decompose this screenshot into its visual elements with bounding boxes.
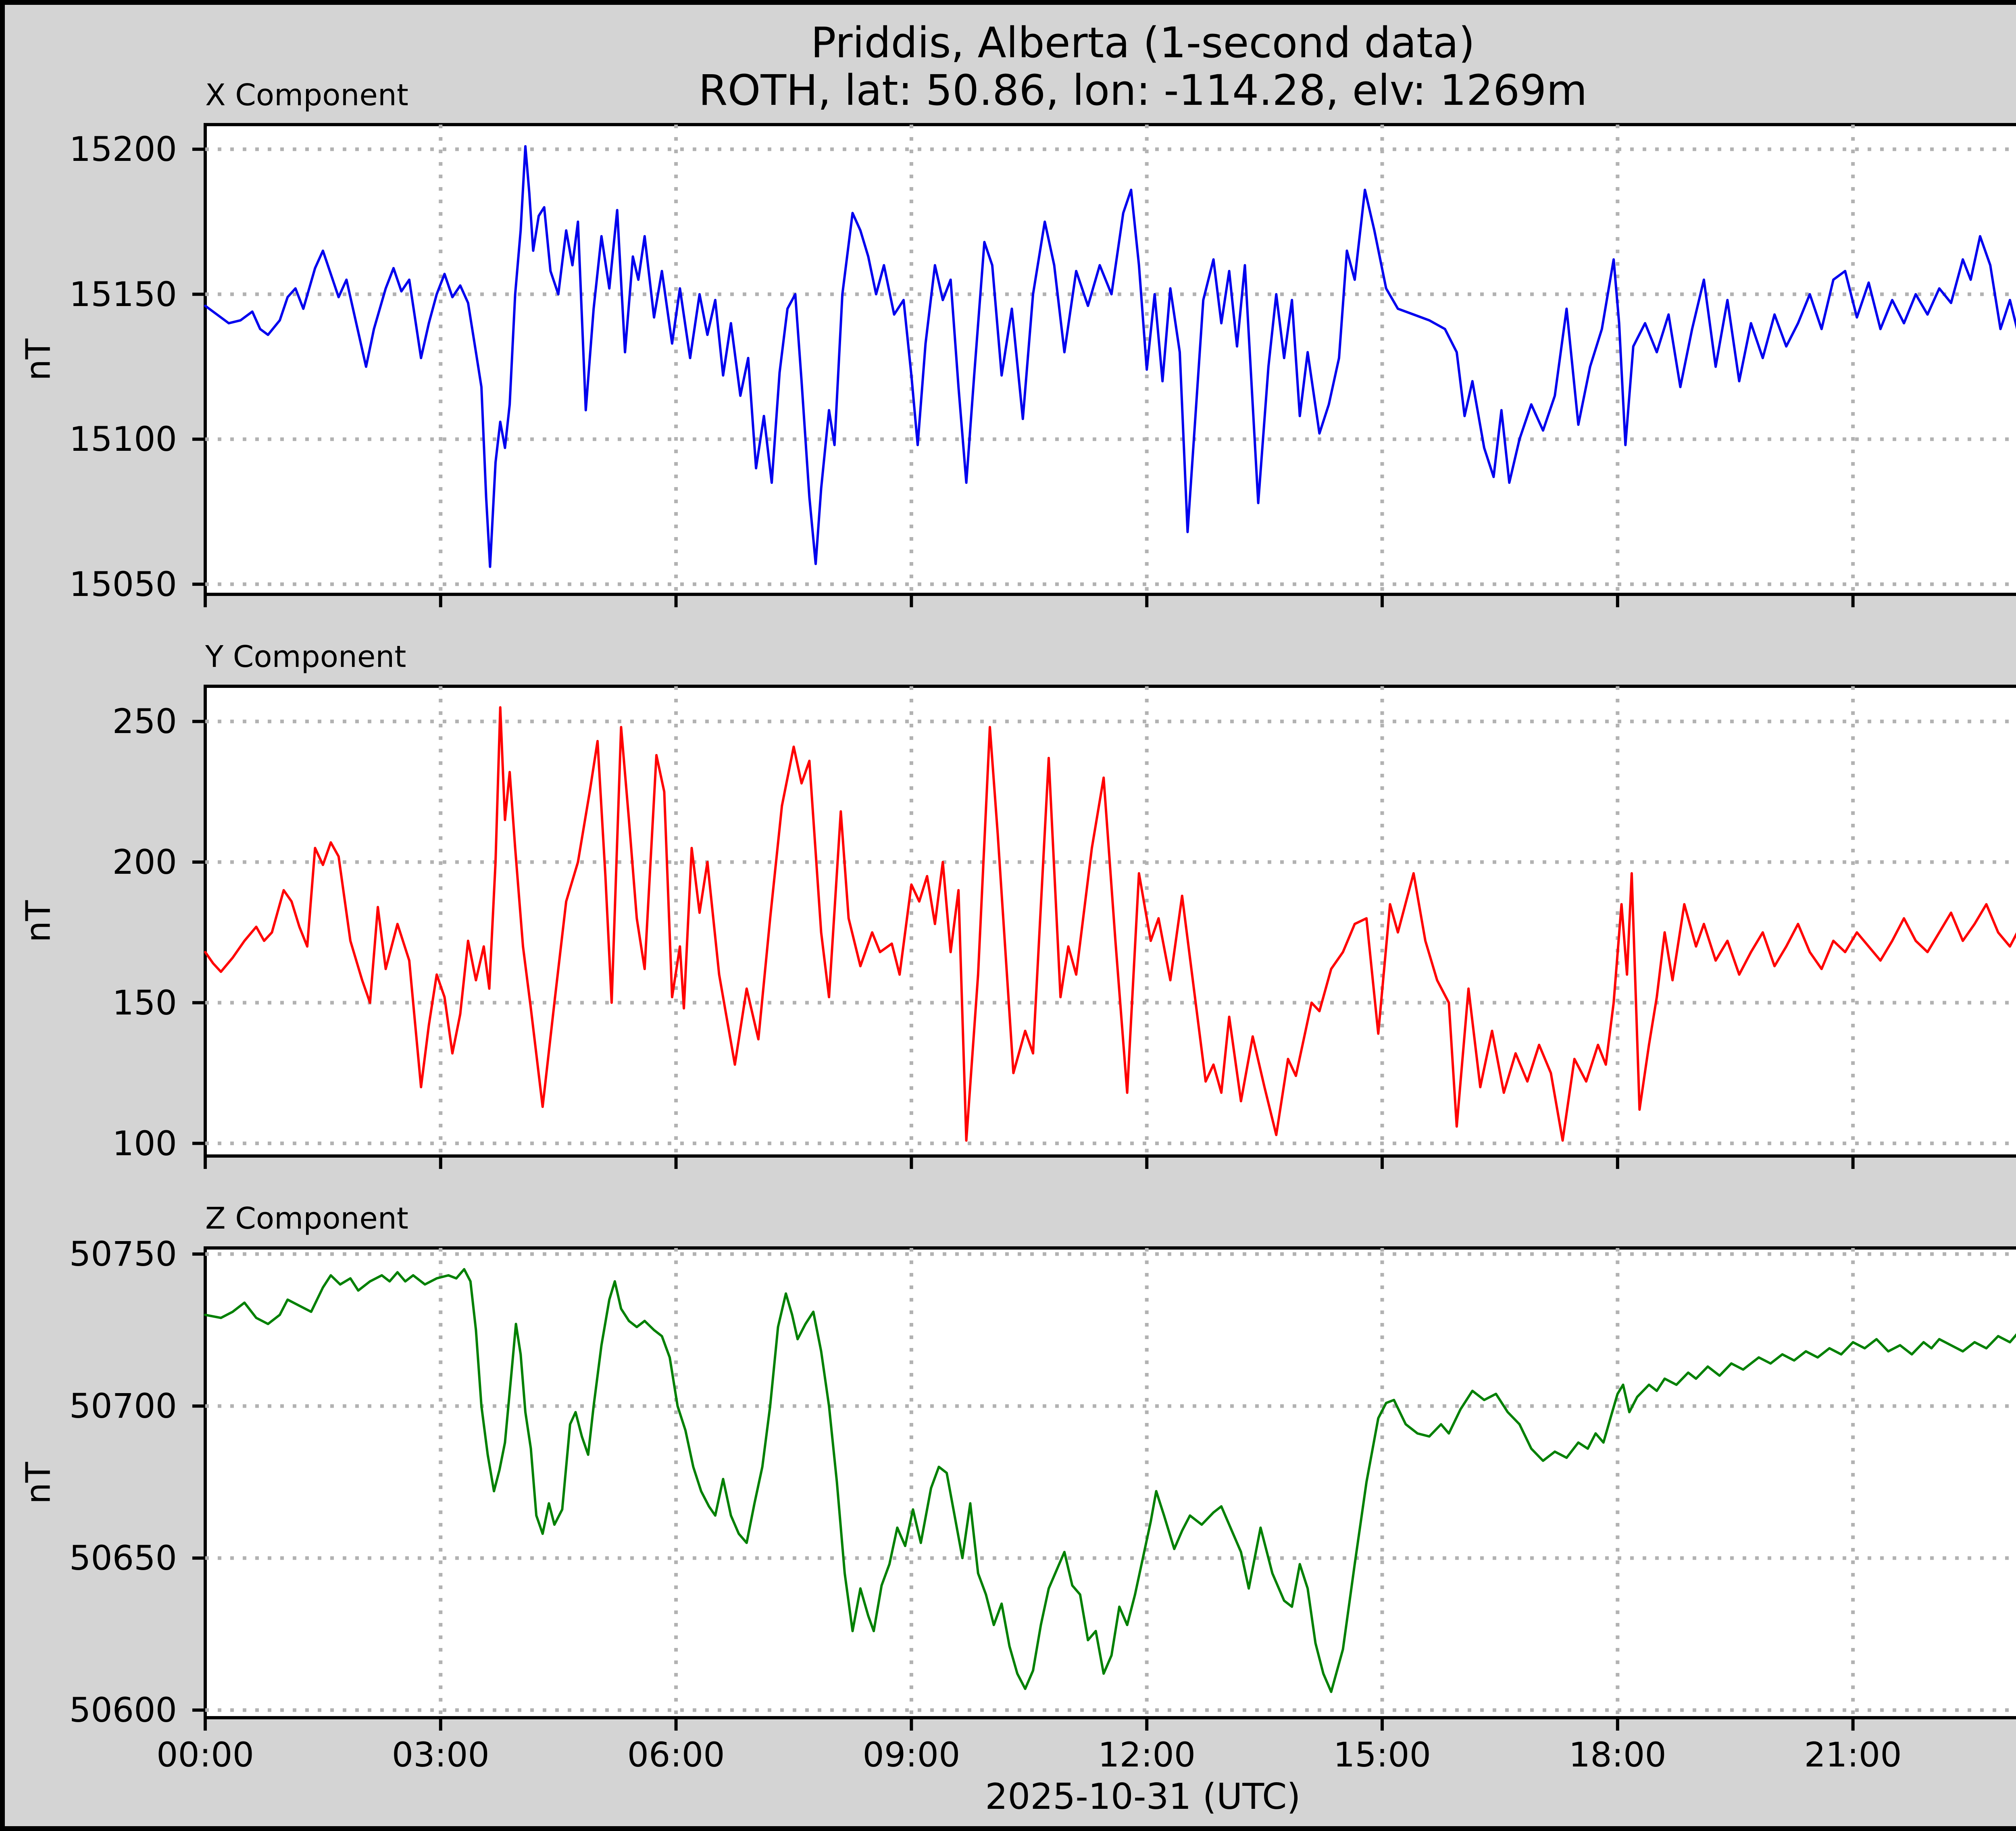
- y-component-series-line: [204, 706, 2016, 1142]
- panel-title-x-component: X Component: [205, 78, 408, 112]
- y-tick-label: 150: [112, 983, 177, 1023]
- y-axis-label-y-panel: nT: [18, 900, 58, 943]
- magnetogram-plot-canvas: [192, 123, 2016, 1731]
- y-tick-label: 200: [112, 842, 177, 882]
- x-tick-label: 03:00: [392, 1735, 489, 1775]
- x-tick-label: 21:00: [1804, 1735, 1902, 1775]
- y-tick-label: 250: [112, 702, 177, 742]
- z-component-series-line: [204, 1268, 2016, 1693]
- x-tick-label: 18:00: [1568, 1735, 1666, 1775]
- panel-title-z-component: Z Component: [205, 1201, 408, 1236]
- y-tick-label: 15050: [69, 564, 177, 604]
- y-component-plot-area: [204, 685, 2016, 1158]
- y-tick-label: 15100: [69, 419, 177, 459]
- x-tick-label: 09:00: [862, 1735, 960, 1775]
- x-tick-label: 15:00: [1333, 1735, 1431, 1775]
- x-tick-label: 00:00: [156, 1735, 254, 1775]
- y-axis-label-z-panel: nT: [18, 1462, 58, 1504]
- chart-title: Priddis, Alberta (1-second data): [810, 18, 1475, 67]
- y-tick-label: 15150: [69, 274, 177, 314]
- panel-title-y-component: Y Component: [205, 639, 406, 674]
- x-tick-label: 06:00: [627, 1735, 725, 1775]
- x-tick-label: 12:00: [1098, 1735, 1196, 1775]
- y-tick-label: 100: [112, 1123, 177, 1163]
- x-component-series-line: [204, 145, 2016, 568]
- z-component-plot-area: [204, 1246, 2016, 1719]
- y-tick-label: 15200: [69, 129, 177, 169]
- x-axis-date-label: 2025-10-31 (UTC): [985, 1776, 1301, 1817]
- y-tick-label: 50650: [69, 1538, 177, 1578]
- y-tick-label: 50600: [69, 1690, 177, 1730]
- y-axis-label-x-panel: nT: [18, 338, 58, 381]
- y-tick-label: 50750: [69, 1234, 177, 1274]
- chart-subtitle: ROTH, lat: 50.86, lon: -114.28, elv: 126…: [698, 66, 1587, 115]
- y-tick-label: 50700: [69, 1386, 177, 1426]
